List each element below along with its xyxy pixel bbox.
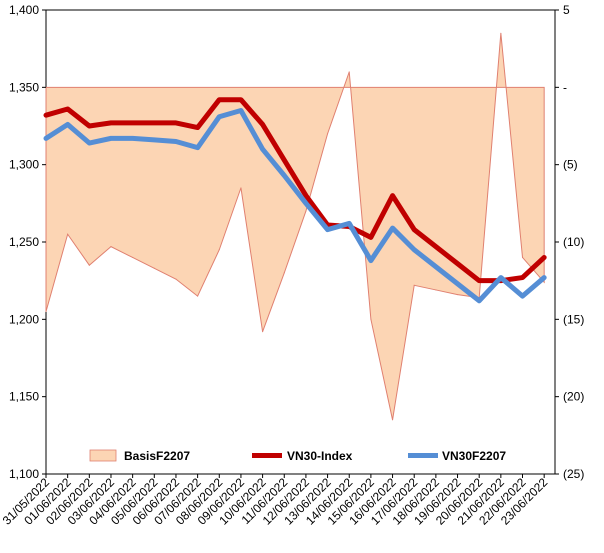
vn30f2207-point xyxy=(521,295,524,298)
vn30-index-point xyxy=(456,262,459,265)
vn30-index-point xyxy=(434,245,437,248)
basis-point xyxy=(197,295,199,297)
vn30f2207-point xyxy=(45,137,47,140)
vn30f2207-point xyxy=(196,146,199,149)
vn30-index-point xyxy=(261,123,264,126)
basis-point xyxy=(153,267,155,269)
left-tick-label: 1,200 xyxy=(9,312,39,326)
vn30f2207-point xyxy=(413,248,416,251)
basis-point xyxy=(175,278,177,280)
legend-label-vn30-index: VN30-Index xyxy=(287,449,353,463)
series-line-layer xyxy=(43,97,547,304)
x-axis: 31/05/202201/06/202202/06/202203/06/2022… xyxy=(0,474,551,528)
series-line-vn30-index xyxy=(43,97,547,284)
vn30f2207-point xyxy=(218,115,221,118)
vn30f2207-point xyxy=(153,138,156,141)
left-tick-label: 1,250 xyxy=(9,235,39,249)
basis-area-layer xyxy=(45,32,545,421)
legend-label-basis: BasisF2207 xyxy=(124,449,190,463)
basis-point xyxy=(522,256,524,258)
vn30-index-point xyxy=(131,121,134,124)
vn30f2207-point xyxy=(239,109,242,112)
vn30-index-point xyxy=(413,228,416,231)
left-tick-label: 1,100 xyxy=(9,467,39,481)
basis-point xyxy=(457,294,459,296)
basis-point xyxy=(240,187,242,189)
basis-point xyxy=(327,133,329,135)
right-tick-label: (5) xyxy=(563,158,578,172)
vn30-index-point xyxy=(174,121,177,124)
basis-point xyxy=(543,281,545,283)
basis-point xyxy=(283,272,285,274)
series-line-vn30f2207 xyxy=(43,108,547,304)
vn30-index-point xyxy=(88,125,91,127)
left-tick-label: 1,150 xyxy=(9,390,39,404)
vn30-index-point xyxy=(196,126,199,129)
left-tick-label: 1,400 xyxy=(9,3,39,17)
left-axis: 1,100 1,150 1,200 1,250 1,300 1,350 1,400 xyxy=(9,3,46,481)
basis-point xyxy=(370,318,372,320)
vn30-index-point xyxy=(218,98,221,101)
vn30-index-point xyxy=(391,194,394,197)
vn30-index-point xyxy=(109,121,112,124)
basis-point xyxy=(132,256,134,258)
vn30-index-point xyxy=(239,98,242,101)
vn30f2207-point xyxy=(283,174,286,177)
right-tick-label: (25) xyxy=(563,467,584,481)
legend-label-vn30f2207: VN30F2207 xyxy=(442,449,506,463)
right-axis: (25) (20) (15) (10) (5) - 5 xyxy=(555,3,584,481)
left-tick-label: 1,350 xyxy=(9,80,39,94)
basis-point xyxy=(413,284,415,286)
vn30f2207-point xyxy=(261,148,264,151)
basis-point xyxy=(392,419,394,421)
left-tick-label: 1,300 xyxy=(9,158,39,172)
vn30-index-point xyxy=(66,107,69,110)
vn30f2207-point xyxy=(391,227,394,230)
vn30f2207-point xyxy=(543,276,546,279)
vn30-index-point xyxy=(283,159,286,162)
vn30-index-point xyxy=(478,279,481,282)
basis-point xyxy=(435,289,437,291)
vn30f2207-point xyxy=(369,259,372,262)
vn30-index-point xyxy=(369,236,372,239)
vn30-index-point xyxy=(153,121,156,124)
basis-point xyxy=(348,71,350,73)
vn30f2207-point xyxy=(456,282,459,285)
vn30f2207-point xyxy=(304,202,307,205)
vn30f2207-point xyxy=(434,265,437,268)
basis-point xyxy=(500,32,502,34)
vn30-index-point xyxy=(543,256,546,259)
vn30f2207-point xyxy=(66,123,69,126)
vn30f2207-point xyxy=(478,299,481,302)
basis-point xyxy=(88,264,90,266)
right-tick-label: (10) xyxy=(563,235,584,249)
vn30f2207-point xyxy=(499,276,502,279)
legend-swatch-basis xyxy=(89,449,117,462)
vn30f2207-point xyxy=(131,137,134,140)
legend: BasisF2207 VN30-Index VN30F2207 xyxy=(89,449,506,463)
right-tick-label: 5 xyxy=(563,3,570,17)
right-tick-label: (15) xyxy=(563,312,584,326)
basis-point xyxy=(262,331,264,333)
vn30f2207-point xyxy=(326,228,329,231)
vn30-index-point xyxy=(45,114,47,117)
basis-point xyxy=(218,249,220,251)
vn30f2207-point xyxy=(174,140,177,143)
vn30f2207-point xyxy=(348,222,351,225)
basis-point xyxy=(305,210,307,212)
basis-point xyxy=(67,233,69,235)
vn30-index-point xyxy=(521,276,524,279)
vn30f2207-point xyxy=(109,137,112,140)
vn30f2207-point xyxy=(88,142,91,145)
right-tick-label: - xyxy=(563,80,567,94)
basis-point xyxy=(110,246,112,248)
right-tick-label: (20) xyxy=(563,390,584,404)
vn30-index-point xyxy=(304,194,307,197)
basis-point xyxy=(45,311,47,313)
